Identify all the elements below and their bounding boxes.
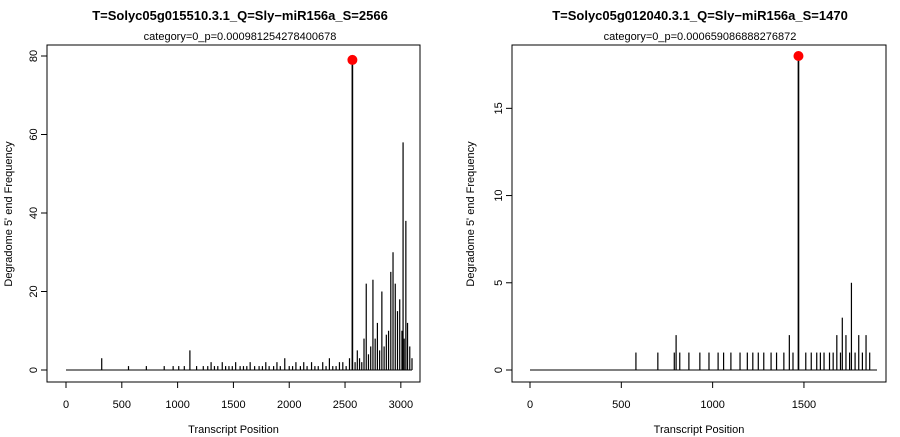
chart1-ylabel: Degradome 5' end Frequency (3, 141, 15, 287)
chart2-xtick-label: 1000 (700, 399, 724, 411)
chart2-ytick-label: 15 (493, 102, 505, 114)
chart1-frame (46, 44, 421, 383)
chart2-xlabel: Transcript Position (654, 424, 745, 436)
chart2-ytick-label: 10 (493, 189, 505, 201)
chart1-xtick-label: 1000 (165, 399, 189, 411)
chart1-subtitle: category=0_p=0.000981254278400678 (144, 31, 337, 43)
chart2-highlight-point (793, 51, 804, 61)
chart2-frame (511, 44, 887, 383)
chart1-xtick-label: 3000 (389, 399, 413, 411)
chart2-xtick-label: 500 (612, 399, 630, 411)
chart1-ytick-label: 0 (28, 367, 40, 373)
chart1-xtick-label: 0 (63, 399, 69, 411)
chart2-title: T=Solyc05g012040.3.1_Q=Sly−miR156a_S=147… (552, 8, 848, 23)
chart2-xtick-label: 0 (527, 399, 533, 411)
chart1-ytick-label: 20 (28, 285, 40, 297)
chart1-xtick-label: 500 (113, 399, 131, 411)
chart1-xtick-label: 1500 (221, 399, 245, 411)
chart1-ytick-label: 60 (28, 128, 40, 140)
chart2-subtitle: category=0_p=0.000659086888276872 (604, 31, 797, 43)
chart2-ylabel: Degradome 5' end Frequency (465, 141, 477, 287)
chart1-title: T=Solyc05g015510.3.1_Q=Sly−miR156a_S=256… (92, 8, 388, 23)
chart1-ytick-label: 40 (28, 207, 40, 219)
chart1-ytick-label: 80 (28, 50, 40, 62)
chart2-xtick-label: 1500 (792, 399, 816, 411)
chart1-xtick-label: 2500 (333, 399, 357, 411)
chart1-xtick-label: 2000 (277, 399, 301, 411)
chart1-highlight-point (347, 54, 358, 65)
chart1-xlabel: Transcript Position (188, 424, 279, 436)
chart2-ytick-label: 5 (493, 280, 505, 286)
chart2-ytick-label: 0 (493, 367, 505, 373)
